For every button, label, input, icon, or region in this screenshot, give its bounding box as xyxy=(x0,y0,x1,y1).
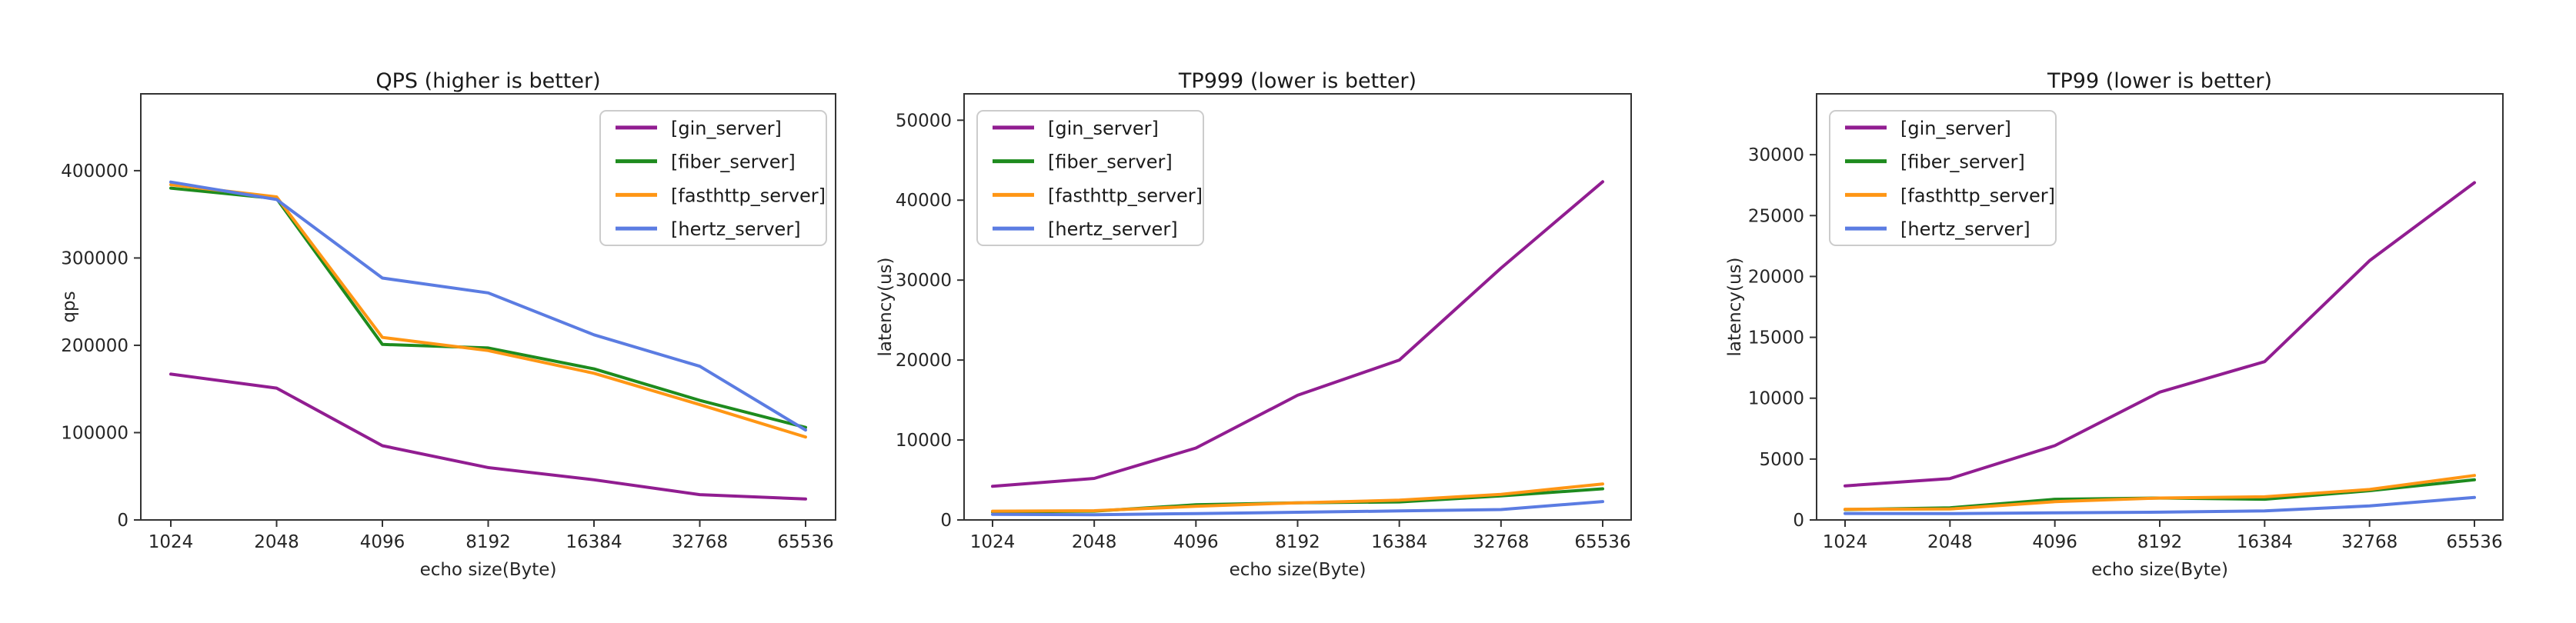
y-tick-label: 25000 xyxy=(1748,206,1804,226)
x-tick-label: 2048 xyxy=(1927,532,1973,552)
y-axis-label: latency(us) xyxy=(1725,258,1745,357)
x-tick-label: 4096 xyxy=(2032,532,2077,552)
chart-panel-2: TP999 (lower is better) 1024 2048 4096 8192 1… xyxy=(876,69,1632,580)
y-tick-label: 0 xyxy=(1793,511,1804,531)
y-tick-label: 300000 xyxy=(61,248,128,268)
legend-label: [fasthttp_server] xyxy=(671,185,826,206)
x-tick-label: 32768 xyxy=(672,532,728,552)
series-line-hertz_server xyxy=(1844,495,2476,515)
y-tick-label: 30000 xyxy=(1748,145,1804,165)
x-tick-label: 65536 xyxy=(1574,532,1630,552)
series-line-hertz_server xyxy=(169,180,807,432)
y-tick-label: 15000 xyxy=(1748,328,1804,348)
series-line-fasthttp_server xyxy=(169,183,807,439)
y-tick-label: 5000 xyxy=(1759,450,1804,470)
y-tick-label: 0 xyxy=(940,511,952,531)
x-tick-label: 8192 xyxy=(2137,532,2183,552)
y-tick-label: 400000 xyxy=(61,162,128,182)
legend-label: [fiber_server] xyxy=(1048,152,1173,173)
x-axis-label: echo size(Byte) xyxy=(420,560,557,580)
series-line-fasthttp_server xyxy=(991,482,1604,513)
x-tick-label: 1024 xyxy=(148,532,194,552)
x-axis-label: echo size(Byte) xyxy=(1230,560,1366,580)
legend: [gin_server] [fiber_server] [fasthttp_serv… xyxy=(1829,110,2057,246)
x-tick-label: 2048 xyxy=(254,532,299,552)
x-tick-label: 8192 xyxy=(465,532,511,552)
x-tick-label: 1024 xyxy=(1823,532,1868,552)
chart-title: TP999 (lower is better) xyxy=(1178,69,1416,93)
x-tick-label: 32768 xyxy=(2341,532,2397,552)
series-line-gin_server xyxy=(1844,181,2476,488)
x-tick-label: 2048 xyxy=(1072,532,1117,552)
legend-label: [fiber_server] xyxy=(1900,152,2025,173)
series-line-gin_server xyxy=(169,372,807,501)
series-line-gin_server xyxy=(991,180,1604,488)
y-tick-label: 30000 xyxy=(896,271,952,291)
y-tick-label: 40000 xyxy=(896,191,952,211)
legend-label: [gin_server] xyxy=(671,118,782,139)
legend-label: [hertz_server] xyxy=(1048,218,1178,240)
x-tick-label: 32768 xyxy=(1473,532,1529,552)
chart-panel-3: TP99 (lower is better) 1024 2048 4096 8192 16… xyxy=(1725,69,2504,580)
y-tick-label: 10000 xyxy=(1748,389,1804,409)
y-axis-label: qps xyxy=(59,291,79,322)
legend-box xyxy=(976,110,1204,246)
legend-box xyxy=(599,110,827,246)
legend-label: [hertz_server] xyxy=(1900,218,2030,240)
x-tick-label: 4096 xyxy=(1173,532,1219,552)
y-tick-label: 20000 xyxy=(896,351,952,371)
x-tick-label: 4096 xyxy=(360,532,405,552)
legend-label: [gin_server] xyxy=(1900,118,2011,139)
y-tick-label: 100000 xyxy=(61,423,128,443)
legend: [gin_server] [fiber_server] [fasthttp_serv… xyxy=(976,110,1204,246)
y-tick-label: 0 xyxy=(117,511,128,531)
chart-title: TP99 (lower is better) xyxy=(2047,69,2272,93)
legend-label: [hertz_server] xyxy=(671,218,801,240)
legend-label: [gin_server] xyxy=(1048,118,1159,139)
x-tick-label: 8192 xyxy=(1275,532,1320,552)
legend: [gin_server] [fiber_server] [fasthttp_serv… xyxy=(599,110,827,246)
chart-panel-1: QPS (higher is better) 1024 2048 4096 8192 16… xyxy=(59,69,836,580)
legend-box xyxy=(1829,110,2057,246)
series-line-hertz_server xyxy=(991,500,1604,517)
legend-label: [fasthttp_server] xyxy=(1900,185,2055,206)
chart-title: QPS (higher is better) xyxy=(375,69,600,93)
y-tick-label: 20000 xyxy=(1748,267,1804,287)
x-tick-label: 65536 xyxy=(777,532,833,552)
x-tick-label: 65536 xyxy=(2446,532,2502,552)
x-tick-label: 16384 xyxy=(1371,532,1427,552)
y-tick-label: 200000 xyxy=(61,336,128,356)
x-axis-label: echo size(Byte) xyxy=(2091,560,2228,580)
x-tick-label: 1024 xyxy=(970,532,1016,552)
series-line-fasthttp_server xyxy=(1844,474,2476,511)
legend-label: [fasthttp_server] xyxy=(1048,185,1203,206)
y-tick-label: 50000 xyxy=(896,111,952,131)
y-tick-label: 10000 xyxy=(896,431,952,451)
legend-label: [fiber_server] xyxy=(671,152,796,173)
x-tick-label: 16384 xyxy=(2237,532,2293,552)
y-axis-label: latency(us) xyxy=(876,258,896,357)
x-tick-label: 16384 xyxy=(566,532,622,552)
